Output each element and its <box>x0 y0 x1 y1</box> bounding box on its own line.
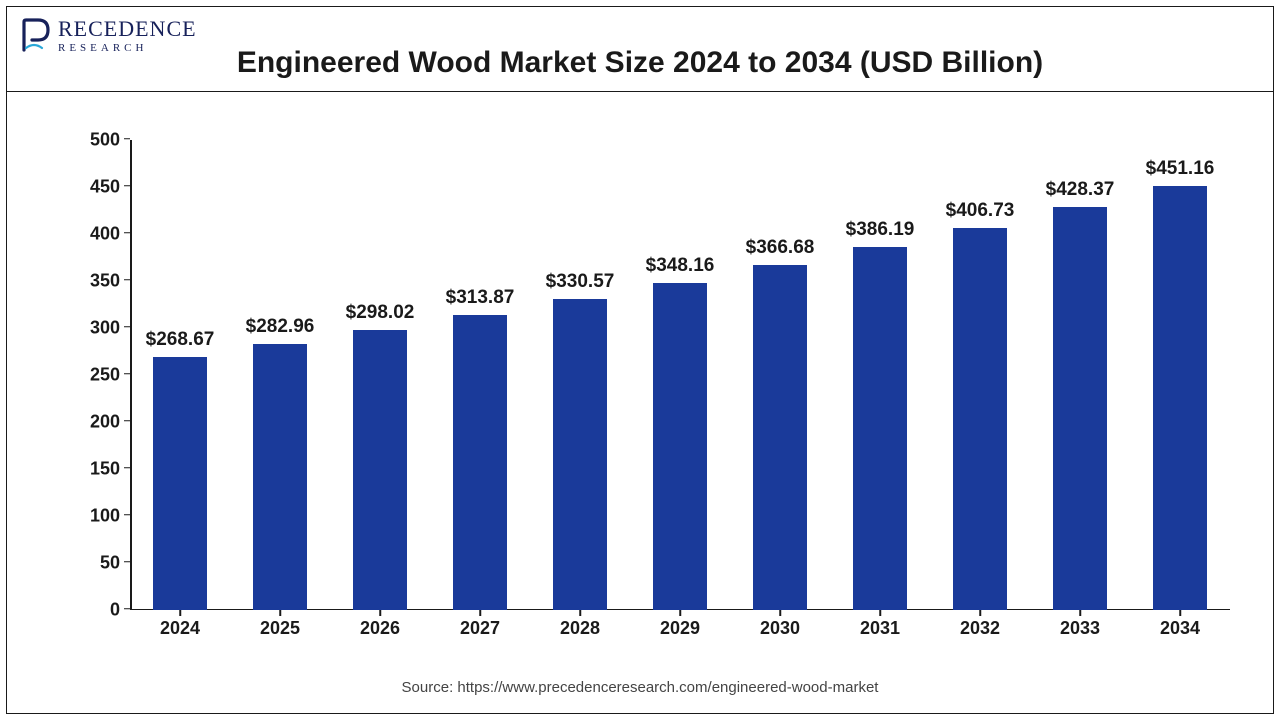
x-tick-label: 2029 <box>660 618 700 639</box>
x-tick-mark <box>1079 610 1081 616</box>
y-tick-mark <box>124 185 130 187</box>
plot-area: 050100150200250300350400450500 $268.67$2… <box>130 140 1230 610</box>
x-tick-label: 2030 <box>760 618 800 639</box>
x-axis: 2024 2025 2026 2027 2028 2029 2030 2031 2032 2033… <box>130 618 1230 648</box>
x-tick-mark <box>479 610 481 616</box>
y-tick-label: 50 <box>60 553 120 574</box>
bar-value-label: $406.73 <box>946 200 1015 222</box>
x-tick-label: 2033 <box>1060 618 1100 639</box>
x-tick-mark <box>979 610 981 616</box>
y-tick-label: 450 <box>60 177 120 198</box>
x-tick-mark <box>379 610 381 616</box>
y-tick-mark <box>124 232 130 234</box>
logo-main: recedence <box>58 16 197 41</box>
bar-value-label: $298.02 <box>346 302 415 324</box>
bar: $406.73 <box>953 228 1007 610</box>
x-tick-mark <box>279 610 281 616</box>
y-tick-label: 300 <box>60 318 120 339</box>
y-axis: 050100150200250300350400450500 <box>60 140 120 610</box>
bar: $451.16 <box>1153 186 1207 610</box>
y-tick-mark <box>124 279 130 281</box>
bar-value-label: $386.19 <box>846 219 915 241</box>
bar-value-label: $348.16 <box>646 255 715 277</box>
x-tick-label: 2031 <box>860 618 900 639</box>
y-tick-label: 500 <box>60 130 120 151</box>
source-attribution: Source: https://www.precedenceresearch.c… <box>0 679 1280 696</box>
bar-value-label: $330.57 <box>546 271 615 293</box>
bar: $366.68 <box>753 265 807 610</box>
y-tick-mark <box>124 514 130 516</box>
logo-text: recedence RESEARCH <box>58 16 197 54</box>
bar: $298.02 <box>353 330 407 610</box>
bar: $313.87 <box>453 315 507 610</box>
bar-value-label: $313.87 <box>446 287 515 309</box>
bar-value-label: $366.68 <box>746 237 815 259</box>
y-tick-label: 400 <box>60 224 120 245</box>
y-tick-label: 200 <box>60 412 120 433</box>
bar: $386.19 <box>853 247 907 610</box>
y-tick-mark <box>124 420 130 422</box>
bar: $268.67 <box>153 357 207 610</box>
x-tick-mark <box>1179 610 1181 616</box>
bar: $330.57 <box>553 299 607 610</box>
bar-value-label: $451.16 <box>1146 158 1215 180</box>
y-tick-mark <box>124 326 130 328</box>
x-tick-label: 2025 <box>260 618 300 639</box>
x-tick-label: 2028 <box>560 618 600 639</box>
y-tick-mark <box>124 561 130 563</box>
y-tick-label: 350 <box>60 271 120 292</box>
bar: $348.16 <box>653 283 707 610</box>
y-tick-label: 150 <box>60 459 120 480</box>
x-tick-label: 2024 <box>160 618 200 639</box>
bar: $428.37 <box>1053 207 1107 610</box>
title-bar: recedence RESEARCH Engineered Wood Marke… <box>6 6 1274 92</box>
y-tick-mark <box>124 373 130 375</box>
bar-value-label: $268.67 <box>146 329 215 351</box>
logo-p-icon <box>20 18 54 52</box>
x-tick-mark <box>779 610 781 616</box>
y-tick-label: 0 <box>60 600 120 621</box>
company-logo: recedence RESEARCH <box>20 16 197 54</box>
x-tick-label: 2032 <box>960 618 1000 639</box>
y-tick-label: 250 <box>60 365 120 386</box>
x-tick-label: 2027 <box>460 618 500 639</box>
x-tick-mark <box>579 610 581 616</box>
bar-value-label: $428.37 <box>1046 179 1115 201</box>
logo-sub: RESEARCH <box>58 42 197 54</box>
x-tick-mark <box>179 610 181 616</box>
x-tick-mark <box>879 610 881 616</box>
y-tick-mark <box>124 608 130 610</box>
y-tick-mark <box>124 467 130 469</box>
x-tick-label: 2034 <box>1160 618 1200 639</box>
y-tick-mark <box>124 138 130 140</box>
x-tick-mark <box>679 610 681 616</box>
x-tick-label: 2026 <box>360 618 400 639</box>
bar-value-label: $282.96 <box>246 316 315 338</box>
y-tick-label: 100 <box>60 506 120 527</box>
bars-container: $268.67 $282.96 $298.02 $313.87 $330.57 $348.… <box>130 140 1230 610</box>
bar: $282.96 <box>253 344 307 610</box>
